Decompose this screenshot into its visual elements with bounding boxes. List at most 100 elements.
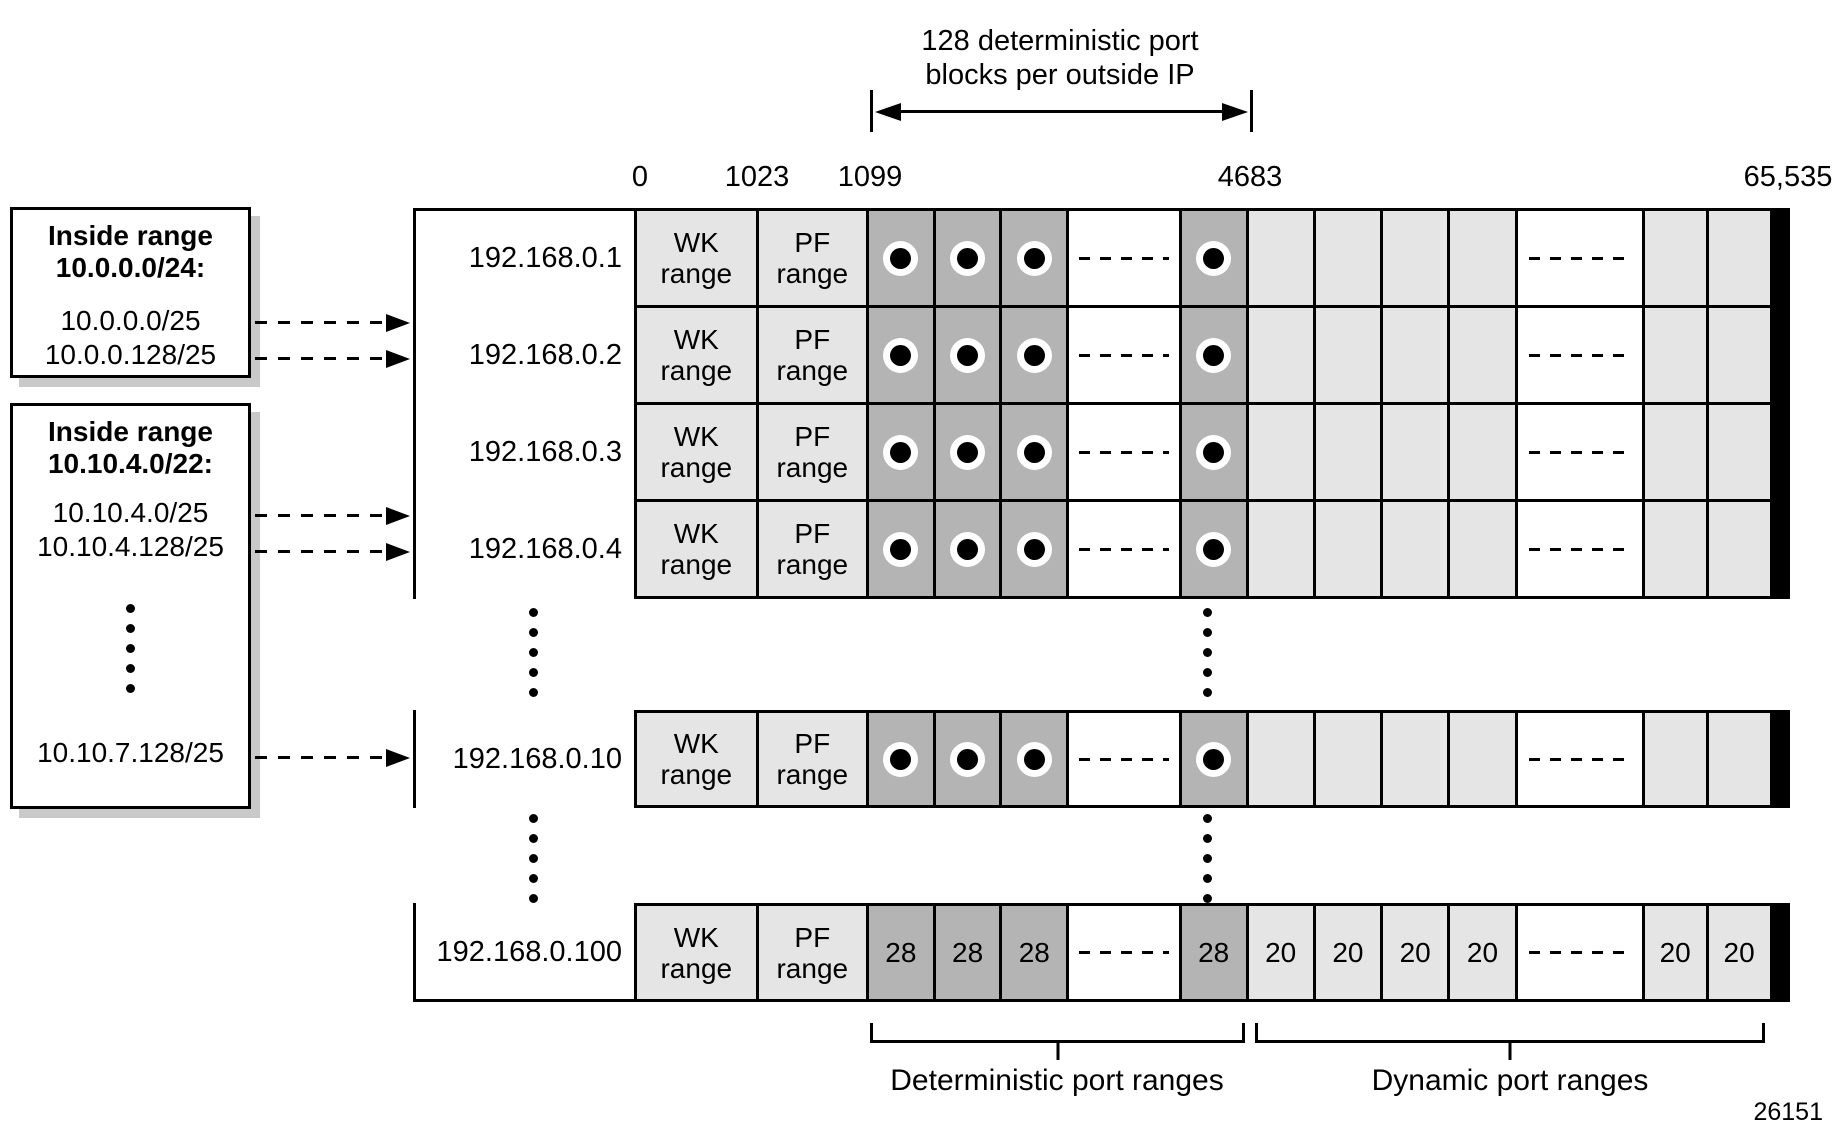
dash-line-icon — [1079, 951, 1169, 954]
row10-left-bracket — [413, 710, 416, 808]
table-row: 192.168.0.100 WK range PF range 28 28 28 28 20 2… — [415, 903, 1790, 1002]
dynamic-block-cell — [1644, 308, 1709, 402]
deterministic-block-cell — [1002, 308, 1070, 402]
dynamic-block-cell — [1383, 502, 1451, 596]
dynamic-block-cell — [1383, 405, 1451, 499]
deterministic-block-cell — [935, 211, 1003, 305]
deterministic-block-cell: 28 — [935, 906, 1003, 999]
pf-range-cell: PF range — [758, 405, 870, 499]
port-block-bullet-icon — [890, 344, 912, 366]
dynamic-block-cell — [1708, 502, 1773, 596]
deterministic-block-cell — [935, 502, 1003, 596]
dynamic-block-cell — [1644, 713, 1709, 805]
ellipsis-dots-vertical — [126, 604, 135, 693]
port-range-strip: WK range PF range — [634, 499, 1790, 599]
annotation-line2: blocks per outside IP — [925, 59, 1195, 91]
ellipsis-dash-cell — [1517, 906, 1645, 999]
outside-ip-label: 192.168.0.3 — [468, 435, 622, 468]
dash-line-icon — [1528, 353, 1631, 357]
pf-range-cell-label: PF range — [776, 324, 849, 386]
wk-range-cell-label: WK range — [660, 227, 733, 289]
mapping-arrow — [255, 749, 410, 767]
dynamic-block-cell — [1450, 308, 1518, 402]
arrowhead-icon — [386, 543, 410, 561]
dynamic-block-cell — [1383, 211, 1451, 305]
dynamic-block-cell — [1708, 211, 1773, 305]
annotation-text: 128 deterministic port blocks per outsid… — [855, 24, 1265, 92]
port-block-bullet-icon — [1023, 344, 1045, 366]
pf-range-cell: PF range — [758, 308, 870, 402]
port-range-strip: WK range PF range — [634, 208, 1790, 308]
inside-range-box-10-0-0-0: Inside range 10.0.0.0/24: 10.0.0.0/25 10… — [10, 207, 251, 378]
deterministic-block-cell — [1181, 308, 1249, 402]
dynamic-block-cell — [1708, 308, 1773, 402]
port-range-strip: WK range PF range 28 28 28 28 20 20 20 20 20 20 — [634, 903, 1790, 1002]
port-block-bullet-icon — [957, 344, 979, 366]
dynamic-block-cell — [1248, 211, 1316, 305]
ellipsis-dash-cell — [1517, 308, 1645, 402]
pf-range-cell: PF range — [758, 713, 870, 805]
arrow-shaft — [888, 110, 1235, 113]
ellipsis-dash-cell — [1069, 308, 1182, 402]
wk-range-cell: WK range — [637, 906, 759, 999]
pf-range-cell-label: PF range — [776, 227, 849, 289]
dash-line-icon — [1079, 547, 1169, 551]
arrow-left-head — [875, 102, 901, 121]
deterministic-block-cell — [1181, 405, 1249, 499]
table-row: 192.168.0.2 WK range PF range — [415, 305, 1790, 405]
port-block-bullet-icon — [957, 247, 979, 269]
port-block-bullet-icon — [1023, 748, 1045, 770]
port-range-strip: WK range PF range — [634, 305, 1790, 405]
wk-range-cell: WK range — [637, 713, 759, 805]
deterministic-block-cell: 28 — [1181, 906, 1249, 999]
arrowhead-icon — [386, 507, 410, 525]
ellipsis-dots-vertical — [529, 814, 538, 903]
row100-left-bracket — [413, 903, 416, 1002]
arrowhead-icon — [386, 749, 410, 767]
table-top-line — [415, 208, 637, 211]
arrow-right-tick — [1250, 90, 1253, 132]
dynamic-block-cell — [1315, 713, 1384, 805]
dynamic-block-cell — [1248, 713, 1316, 805]
dynamic-ranges-label: Dynamic port ranges — [1371, 1064, 1649, 1097]
ellipsis-dash-cell — [1517, 211, 1645, 305]
table-row: 192.168.0.3 WK range PF range — [415, 402, 1790, 502]
ellipsis-dash-cell — [1517, 713, 1645, 805]
ellipsis-dash-cell — [1069, 906, 1182, 999]
outside-ip-row-10: 192.168.0.10 WK range PF range — [415, 710, 1790, 808]
dash-line-icon — [1528, 547, 1631, 551]
inside-range-box-10-10-4-0: Inside range 10.10.4.0/22: 10.10.4.0/25 … — [10, 403, 251, 809]
port-block-bullet-icon — [957, 538, 979, 560]
dynamic-block-cell — [1315, 211, 1384, 305]
deterministic-block-cell — [1002, 405, 1070, 499]
arrowhead-icon — [386, 314, 410, 332]
dynamic-block-cell — [1315, 308, 1384, 402]
pf-range-cell-label: PF range — [776, 728, 849, 790]
axis-label-1099: 1099 — [837, 161, 903, 193]
arrow-left-tick — [870, 90, 873, 132]
wk-range-cell: WK range — [637, 211, 759, 305]
wk-range-cell: WK range — [637, 502, 759, 596]
wk-range-cell-label: WK range — [660, 324, 733, 386]
inside-range-subnet: 10.0.0.0/24: — [55, 252, 206, 283]
ellipsis-dash-cell — [1069, 713, 1182, 805]
pf-range-cell: PF range — [758, 211, 870, 305]
arrowhead-icon — [386, 350, 410, 368]
inside-range-title: Inside range — [48, 416, 213, 447]
dynamic-block-cell — [1450, 713, 1518, 805]
port-block-bullet-icon — [890, 748, 912, 770]
port-block-bullet-icon — [957, 748, 979, 770]
deterministic-block-cell — [935, 405, 1003, 499]
dynamic-block-cell: 20 — [1248, 906, 1316, 999]
ellipsis-dots-vertical — [1203, 608, 1212, 697]
dynamic-block-cell: 20 — [1450, 906, 1518, 999]
deterministic-block-cell: 28 — [869, 906, 936, 999]
deterministic-block-cell — [869, 405, 936, 499]
deterministic-ranges-label: Deterministic port ranges — [890, 1064, 1224, 1097]
dynamic-block-cell — [1248, 308, 1316, 402]
dash-line-icon — [1528, 757, 1631, 761]
port-block-bullet-icon — [1203, 441, 1225, 463]
outside-ip-label: 192.168.0.4 — [468, 532, 622, 565]
ellipsis-dash-cell — [1517, 502, 1645, 596]
